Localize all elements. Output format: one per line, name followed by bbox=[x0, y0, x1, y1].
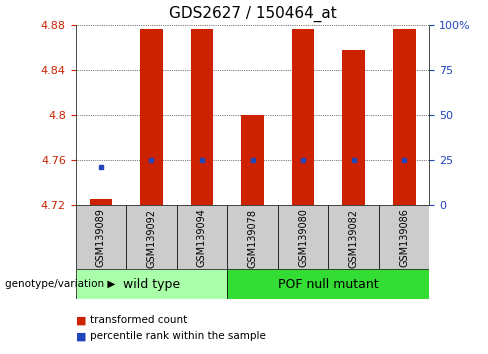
Text: GSM139078: GSM139078 bbox=[247, 209, 258, 268]
Text: GSM139089: GSM139089 bbox=[96, 209, 106, 267]
Text: GSM139082: GSM139082 bbox=[348, 209, 359, 268]
FancyBboxPatch shape bbox=[379, 205, 429, 269]
FancyBboxPatch shape bbox=[177, 205, 227, 269]
Text: wild type: wild type bbox=[123, 278, 180, 291]
Bar bbox=[140, 29, 163, 205]
Title: GDS2627 / 150464_at: GDS2627 / 150464_at bbox=[169, 6, 336, 22]
Text: ■: ■ bbox=[76, 315, 86, 325]
Text: genotype/variation ▶: genotype/variation ▶ bbox=[5, 279, 115, 289]
Text: ■: ■ bbox=[76, 331, 86, 341]
Bar bbox=[393, 29, 416, 205]
FancyBboxPatch shape bbox=[278, 205, 328, 269]
Bar bbox=[292, 29, 314, 205]
Text: percentile rank within the sample: percentile rank within the sample bbox=[90, 331, 266, 341]
FancyBboxPatch shape bbox=[328, 205, 379, 269]
FancyBboxPatch shape bbox=[227, 269, 429, 299]
Text: GSM139080: GSM139080 bbox=[298, 209, 308, 267]
FancyBboxPatch shape bbox=[126, 205, 177, 269]
Bar bbox=[241, 115, 264, 205]
Text: GSM139092: GSM139092 bbox=[146, 209, 157, 268]
Text: POF null mutant: POF null mutant bbox=[278, 278, 379, 291]
FancyBboxPatch shape bbox=[76, 269, 227, 299]
Text: transformed count: transformed count bbox=[90, 315, 187, 325]
FancyBboxPatch shape bbox=[76, 205, 126, 269]
Bar bbox=[342, 50, 365, 205]
Text: GSM139094: GSM139094 bbox=[197, 209, 207, 267]
Bar bbox=[89, 199, 112, 205]
FancyBboxPatch shape bbox=[227, 205, 278, 269]
Text: GSM139086: GSM139086 bbox=[399, 209, 409, 267]
Bar bbox=[191, 29, 213, 205]
